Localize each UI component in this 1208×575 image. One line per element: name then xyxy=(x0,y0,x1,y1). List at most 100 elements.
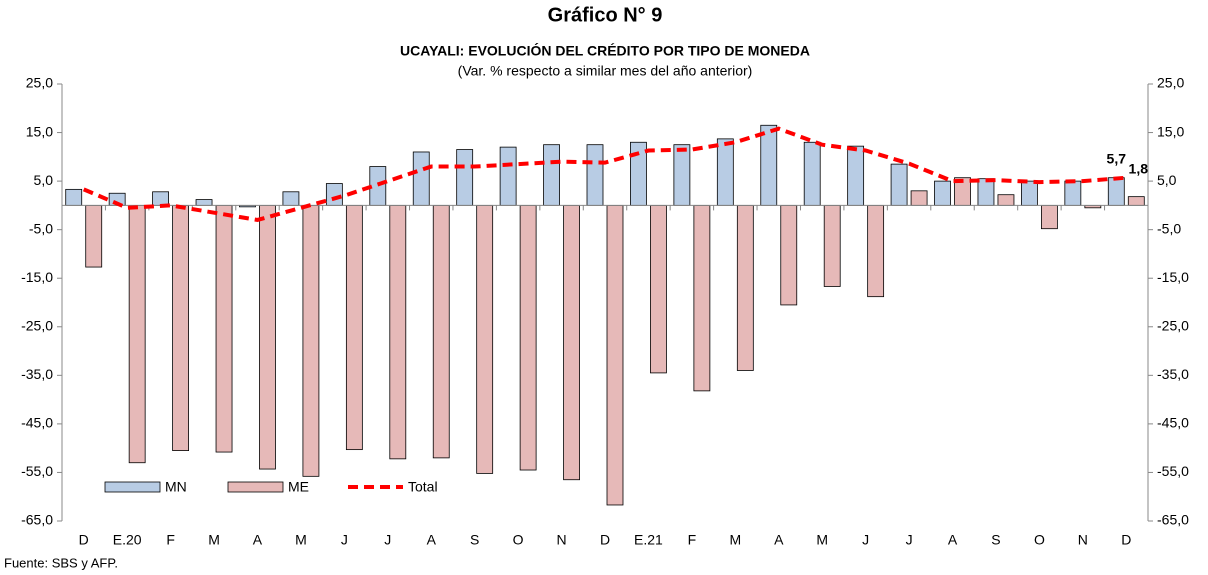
bar xyxy=(650,204,667,374)
bar xyxy=(476,204,494,474)
y2-tick-label: -15,0 xyxy=(1157,269,1189,285)
bar xyxy=(977,178,995,206)
chart-note: (Var. % respecto a similar mes del año a… xyxy=(458,63,753,79)
bar xyxy=(997,194,1015,206)
chart-subtitle: UCAYALI: EVOLUCIÓN DEL CRÉDITO POR TIPO … xyxy=(400,42,810,59)
x-tick-label: M xyxy=(295,532,307,548)
legend-swatch xyxy=(104,481,161,493)
y-tick-label: -15,0 xyxy=(21,269,53,285)
x-tick-label: M xyxy=(208,532,220,548)
x-tick-label: O xyxy=(513,532,524,548)
bar xyxy=(760,124,778,206)
y2-tick-label: 15,0 xyxy=(1157,123,1184,139)
y-tick-label: -55,0 xyxy=(21,463,53,479)
bar xyxy=(716,138,734,206)
bar xyxy=(910,190,928,206)
x-tick-label: J xyxy=(862,532,869,548)
bar xyxy=(412,151,430,206)
bar xyxy=(1041,204,1058,230)
y-tick-label: -65,0 xyxy=(21,512,53,528)
bar xyxy=(1021,180,1038,206)
x-tick-label: S xyxy=(991,532,1000,548)
bar xyxy=(456,149,474,206)
legend-swatch xyxy=(227,481,284,493)
x-tick-label: S xyxy=(470,532,479,548)
bar xyxy=(890,163,908,206)
y2-tick-label: -5,0 xyxy=(1157,220,1181,236)
y2-tick-label: -65,0 xyxy=(1157,512,1189,528)
y2-tick-label: 25,0 xyxy=(1157,75,1184,91)
y2-tick-label: -35,0 xyxy=(1157,366,1189,382)
x-tick-label: E.20 xyxy=(113,532,142,548)
data-label: 1,8 xyxy=(1129,160,1149,176)
bar xyxy=(673,144,691,206)
bar xyxy=(1107,177,1125,206)
bar xyxy=(606,204,624,506)
x-tick-label: M xyxy=(816,532,828,548)
y2-tick-label: -25,0 xyxy=(1157,317,1189,333)
chart-title: Gráfico N° 9 xyxy=(548,4,663,26)
bar xyxy=(128,204,146,464)
bar xyxy=(389,204,407,460)
x-tick-label: A xyxy=(948,532,958,548)
y-tick-label: 15,0 xyxy=(26,123,53,139)
bar xyxy=(85,204,103,268)
y-tick-label: -25,0 xyxy=(21,317,53,333)
source: Fuente: SBS y AFP. xyxy=(4,555,118,570)
bar xyxy=(152,191,170,206)
bar xyxy=(499,146,517,206)
bar xyxy=(282,191,300,206)
y-tick-label: 25,0 xyxy=(26,75,53,91)
y2-tick-label: -55,0 xyxy=(1157,463,1189,479)
x-tick-label: F xyxy=(688,532,697,548)
x-tick-label: A xyxy=(774,532,784,548)
x-tick-label: D xyxy=(79,532,89,548)
bar xyxy=(563,204,580,481)
y2-tick-label: 5,0 xyxy=(1157,172,1177,188)
bar xyxy=(302,204,320,477)
x-tick-label: A xyxy=(427,532,437,548)
bar xyxy=(519,204,537,471)
bar xyxy=(780,204,798,306)
line-series xyxy=(82,126,1127,223)
bar xyxy=(823,204,841,287)
bar xyxy=(259,204,276,470)
bar xyxy=(803,141,821,206)
bar xyxy=(432,204,450,459)
x-tick-label: F xyxy=(166,532,175,548)
bar xyxy=(934,180,951,206)
x-tick-label: E.21 xyxy=(634,532,663,548)
y-tick-label: -45,0 xyxy=(21,415,53,431)
y-tick-label: -5,0 xyxy=(29,220,53,236)
bar xyxy=(586,144,604,206)
x-tick-label: A xyxy=(253,532,263,548)
bar xyxy=(867,204,885,298)
bar xyxy=(693,204,711,392)
x-tick-label: O xyxy=(1034,532,1045,548)
bar xyxy=(325,183,343,206)
bar xyxy=(847,145,865,206)
x-tick-label: N xyxy=(556,532,566,548)
legend-label: MN xyxy=(165,479,187,495)
bar xyxy=(172,204,190,451)
x-tick-label: J xyxy=(906,532,913,548)
bar xyxy=(345,204,363,451)
y-tick-label: -35,0 xyxy=(21,366,53,382)
bar xyxy=(369,166,387,206)
x-tick-label: D xyxy=(1121,532,1131,548)
x-tick-label: M xyxy=(729,532,741,548)
x-tick-label: J xyxy=(341,532,348,548)
bar xyxy=(1127,196,1145,206)
x-tick-label: J xyxy=(384,532,391,548)
x-tick-label: D xyxy=(600,532,610,548)
y-tick-label: 5,0 xyxy=(34,172,54,188)
legend-label: ME xyxy=(288,479,309,495)
bar xyxy=(1064,180,1082,206)
bar xyxy=(543,144,560,206)
data-label: 5,7 xyxy=(1107,150,1127,166)
bar xyxy=(736,204,754,371)
bar xyxy=(215,204,233,453)
legend-label: Total xyxy=(408,479,438,495)
y2-tick-label: -45,0 xyxy=(1157,415,1189,431)
